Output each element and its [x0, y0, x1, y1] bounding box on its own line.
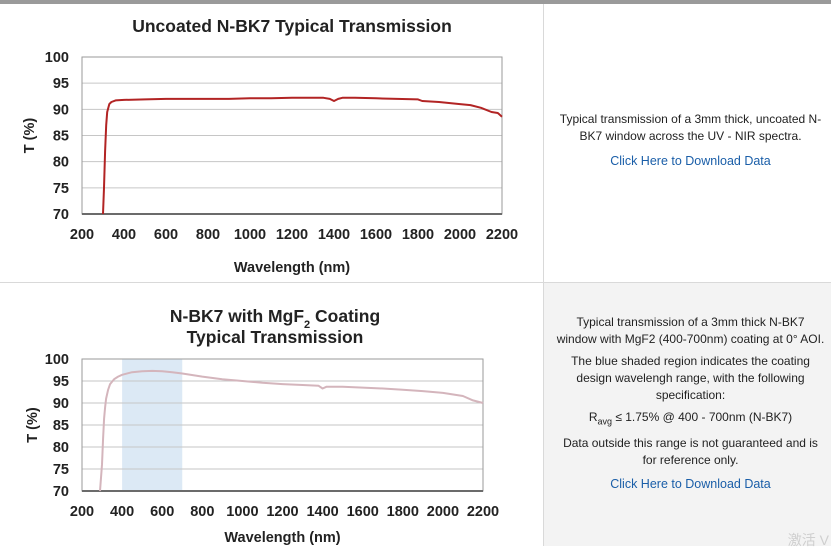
x-tick-label: 400: [112, 227, 136, 243]
x-axis-label: Wavelength (nm): [224, 530, 340, 546]
x-tick-label: 200: [70, 227, 94, 243]
x-tick-label: 2000: [444, 227, 476, 243]
coating-specification: Ravg ≤ 1.75% @ 400 - 700nm (N-BK7): [556, 409, 825, 430]
x-axis-label: Wavelength (nm): [234, 260, 350, 276]
description-block-uncoated: Typical transmission of a 3mm thick, unc…: [556, 111, 825, 175]
download-data-link[interactable]: Click Here to Download Data: [610, 154, 771, 168]
x-tick-label: 1400: [318, 227, 350, 243]
spec-sub: avg: [597, 416, 612, 427]
x-tick-label: 1400: [306, 504, 338, 520]
transmission-curve: [102, 96, 503, 215]
spec-text: ≤ 1.75% @ 400 - 700nm (N-BK7): [612, 410, 793, 424]
x-tick-label: 1800: [387, 504, 419, 520]
y-tick-label: 75: [53, 462, 69, 478]
chart-title: Uncoated N-BK7 Typical Transmission: [132, 16, 452, 36]
y-tick-label: 80: [53, 155, 69, 171]
chart-title-part: Coating: [310, 306, 380, 326]
x-tick-label: 1200: [276, 227, 308, 243]
transmission-row-coated: N-BK7 with MgF2 Coating Typical Transmiss…: [0, 283, 831, 548]
y-tick-label: 100: [45, 50, 69, 66]
x-tick-label: 2200: [486, 227, 518, 243]
chart-title-line2: Typical Transmission: [187, 327, 364, 347]
y-tick-label: 75: [53, 181, 69, 197]
transmission-row-uncoated: Uncoated N-BK7 Typical Transmission 70 75 8…: [0, 4, 831, 283]
x-tick-label: 1800: [402, 227, 434, 243]
chart-title: N-BK7 with MgF2 Coating: [170, 306, 380, 331]
y-tick-label: 70: [53, 207, 69, 223]
x-tick-label: 1600: [360, 227, 392, 243]
description-text: Typical transmission of a 3mm thick N-BK…: [556, 315, 825, 346]
chart-title-part: N-BK7 with MgF: [170, 306, 304, 326]
description-block-coated: Typical transmission of a 3mm thick N-BK…: [556, 314, 825, 498]
y-tick-label: 80: [53, 440, 69, 456]
y-axis-label: T (%): [25, 407, 41, 443]
x-tick-label: 400: [110, 504, 134, 520]
description-cell-coated: Typical transmission of a 3mm thick N-BK…: [544, 283, 831, 548]
download-data-link[interactable]: Click Here to Download Data: [610, 477, 771, 492]
y-tick-label: 100: [45, 352, 69, 368]
x-tick-label: 2200: [467, 504, 499, 520]
watermark-text: 激活 V: [787, 532, 829, 548]
disclaimer-text: Data outside this range is not guarantee…: [563, 436, 818, 468]
x-tick-label: 1200: [266, 504, 298, 520]
uncoated-transmission-chart: Uncoated N-BK7 Typical Transmission 70 75 8…: [22, 16, 518, 276]
x-tick-label: 1000: [226, 504, 258, 520]
shaded-region-note: The blue shaded region indicates the coa…: [571, 354, 810, 402]
x-tick-label: 600: [150, 504, 174, 520]
y-tick-label: 95: [53, 374, 69, 390]
x-tick-label: 1000: [234, 227, 266, 243]
x-tick-label: 800: [196, 227, 220, 243]
y-tick-label: 95: [53, 76, 69, 92]
description-cell-uncoated: Typical transmission of a 3mm thick, unc…: [544, 4, 831, 282]
transmission-curve: [99, 369, 484, 492]
x-tick-label: 600: [154, 227, 178, 243]
y-tick-label: 85: [53, 418, 69, 434]
spec-r: R: [588, 410, 598, 424]
chart-cell-uncoated: Uncoated N-BK7 Typical Transmission 70 75 8…: [0, 4, 544, 282]
top-border: [0, 0, 831, 4]
x-tick-label: 200: [70, 504, 94, 520]
y-tick-label: 90: [53, 396, 69, 412]
y-tick-label: 90: [53, 102, 69, 118]
description-text: Typical transmission of a 3mm thick, unc…: [559, 112, 822, 143]
x-tick-label: 1600: [347, 504, 379, 520]
x-tick-label: 2000: [427, 504, 459, 520]
y-tick-label: 70: [53, 484, 69, 500]
x-tick-label: 800: [190, 504, 214, 520]
chart-title-subscript: 2: [304, 319, 310, 331]
y-tick-label: 85: [53, 129, 69, 145]
y-axis-label: T (%): [22, 118, 38, 154]
chart-cell-coated: N-BK7 with MgF2 Coating Typical Transmiss…: [0, 283, 544, 546]
